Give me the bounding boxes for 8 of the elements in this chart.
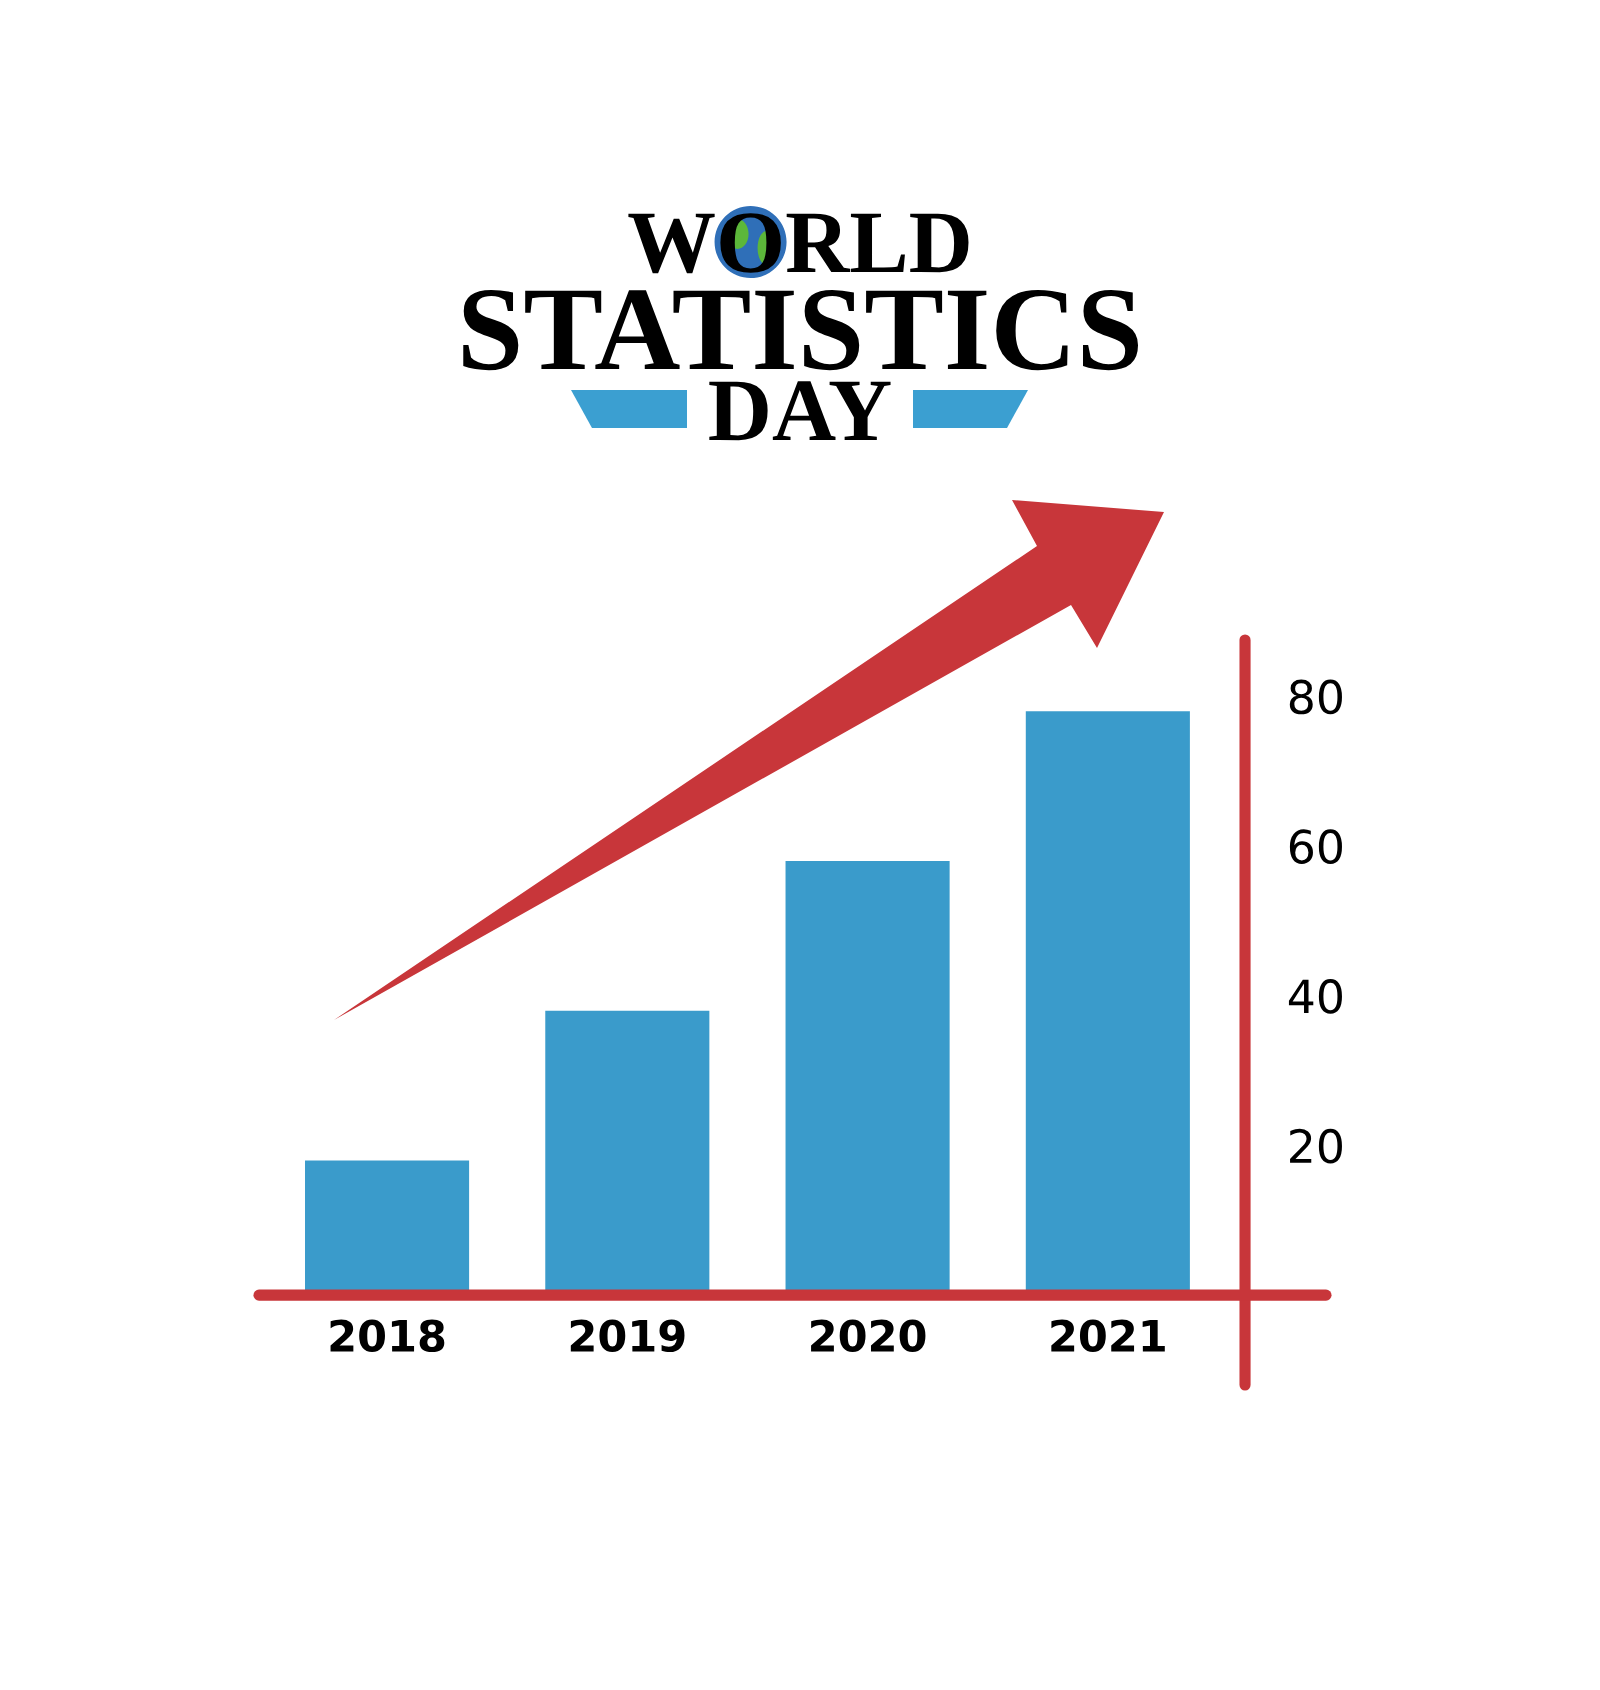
x-tick-label: 2021 [1051, 1319, 1165, 1353]
x-tick-label: 2018 [330, 1319, 445, 1353]
y-tick-label: 80 [1289, 679, 1342, 715]
x-tick-label: 2019 [570, 1319, 685, 1353]
x-tick-label: 2020 [811, 1319, 926, 1353]
y-tick-label: 60 [1289, 829, 1342, 864]
y-tick-label: 20 [1290, 1128, 1342, 1164]
y-tick-label: 40 [1288, 979, 1342, 1014]
